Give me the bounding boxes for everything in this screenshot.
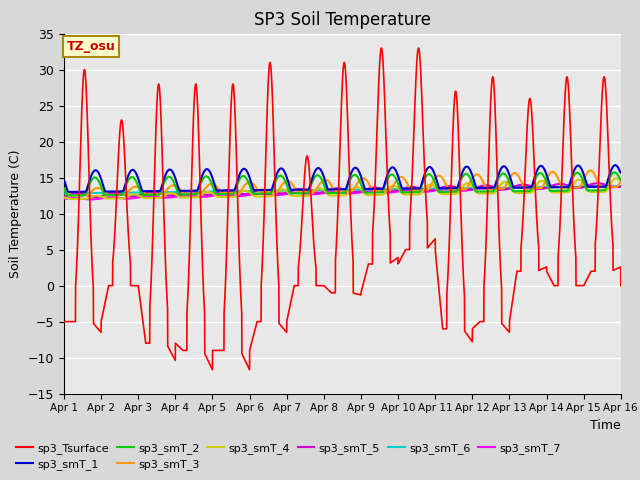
Legend: sp3_Tsurface, sp3_smT_1, sp3_smT_2, sp3_smT_3, sp3_smT_4, sp3_smT_5, sp3_smT_6, : sp3_Tsurface, sp3_smT_1, sp3_smT_2, sp3_…	[12, 438, 565, 474]
Y-axis label: Soil Temperature (C): Soil Temperature (C)	[10, 149, 22, 278]
Text: TZ_osu: TZ_osu	[67, 40, 116, 53]
X-axis label: Time: Time	[590, 419, 621, 432]
Title: SP3 Soil Temperature: SP3 Soil Temperature	[254, 11, 431, 29]
